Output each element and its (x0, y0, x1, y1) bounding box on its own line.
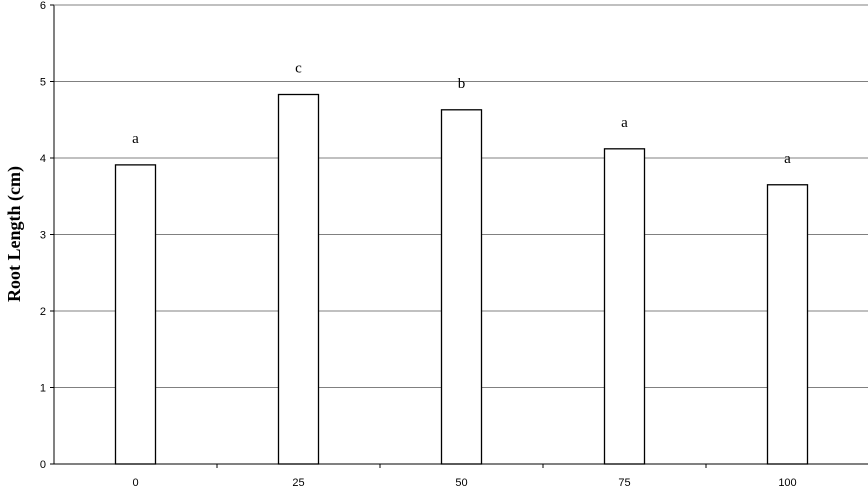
significance-label: c (295, 61, 302, 77)
y-axis-title: Root Length (cm) (4, 166, 25, 302)
x-tick-label: 50 (455, 477, 467, 487)
significance-label: a (132, 131, 139, 147)
y-tick-label: 0 (40, 459, 46, 471)
bar-75 (603, 148, 646, 465)
bar-25 (277, 93, 320, 465)
significance-label: b (458, 76, 466, 92)
y-tick-label: 2 (40, 306, 46, 318)
x-tick-label: 25 (292, 477, 304, 487)
y-tick-label: 6 (40, 0, 46, 12)
bar-50 (440, 109, 483, 465)
x-tick-label: 75 (618, 477, 630, 487)
y-tick-label: 1 (40, 383, 46, 395)
significance-label: a (784, 151, 791, 167)
y-tick-label: 3 (40, 230, 46, 242)
y-tick-label: 5 (40, 77, 46, 89)
x-tick-label: 100 (778, 477, 796, 487)
x-tick-label: 0 (132, 477, 138, 487)
bar-100 (766, 184, 809, 465)
significance-label: a (621, 115, 628, 131)
bar-0 (114, 164, 157, 465)
y-tick-label: 4 (40, 153, 46, 165)
